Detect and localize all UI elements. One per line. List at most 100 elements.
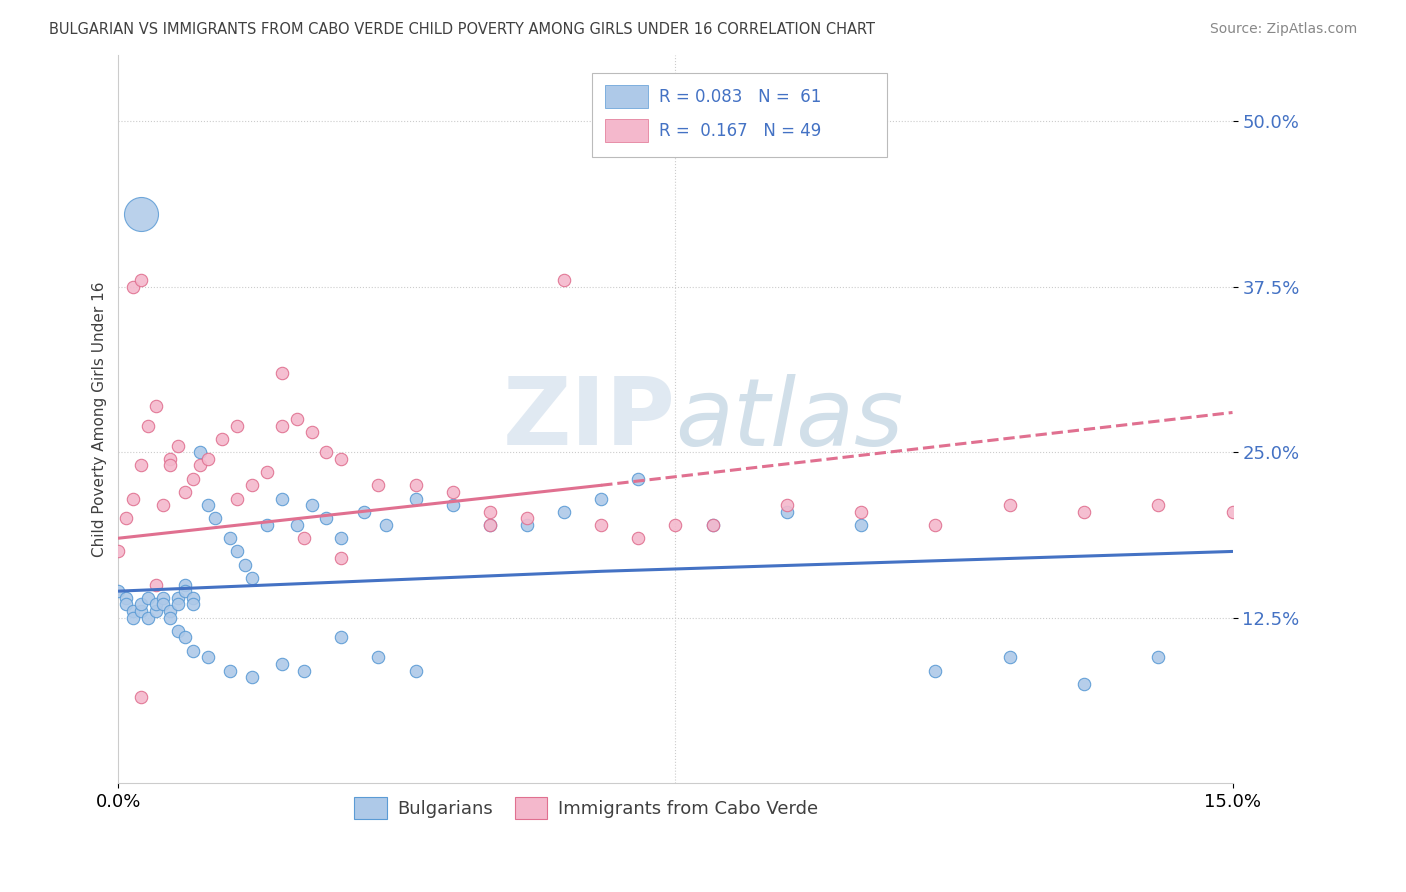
Point — [441, 484, 464, 499]
Point — [197, 451, 219, 466]
Point — [159, 451, 181, 466]
Point — [174, 577, 197, 591]
Point — [240, 670, 263, 684]
Point — [152, 498, 174, 512]
Point — [218, 531, 240, 545]
Point — [233, 558, 256, 572]
Text: ZIP: ZIP — [502, 373, 675, 465]
Point — [315, 445, 337, 459]
Point — [998, 498, 1021, 512]
Point — [1147, 650, 1170, 665]
Point — [145, 577, 167, 591]
Point — [181, 472, 204, 486]
Y-axis label: Child Poverty Among Girls Under 16: Child Poverty Among Girls Under 16 — [93, 281, 107, 557]
Text: R =  0.167   N = 49: R = 0.167 N = 49 — [659, 122, 821, 140]
Point — [1222, 505, 1244, 519]
Point — [129, 207, 152, 221]
FancyBboxPatch shape — [606, 85, 648, 108]
Point — [129, 690, 152, 704]
Point — [285, 518, 308, 533]
Point — [152, 591, 174, 605]
Point — [188, 445, 211, 459]
Point — [256, 518, 278, 533]
Point — [478, 505, 501, 519]
Point — [256, 465, 278, 479]
Point — [159, 610, 181, 624]
Point — [115, 591, 138, 605]
Point — [129, 598, 152, 612]
Point — [301, 425, 323, 440]
Point — [1073, 505, 1095, 519]
Text: BULGARIAN VS IMMIGRANTS FROM CABO VERDE CHILD POVERTY AMONG GIRLS UNDER 16 CORRE: BULGARIAN VS IMMIGRANTS FROM CABO VERDE … — [49, 22, 875, 37]
Point — [292, 664, 315, 678]
Point — [998, 650, 1021, 665]
Point — [107, 544, 129, 558]
Point — [152, 598, 174, 612]
Point — [285, 412, 308, 426]
Point — [188, 458, 211, 473]
Point — [166, 624, 188, 638]
Point — [174, 584, 197, 599]
Point — [211, 432, 233, 446]
Point — [516, 518, 538, 533]
Point — [166, 598, 188, 612]
Point — [315, 511, 337, 525]
Point — [516, 511, 538, 525]
Text: atlas: atlas — [675, 374, 904, 465]
Point — [136, 591, 159, 605]
Point — [367, 650, 389, 665]
Point — [776, 505, 799, 519]
Point — [107, 584, 129, 599]
Point — [591, 518, 613, 533]
Point — [129, 458, 152, 473]
Point — [330, 551, 353, 566]
Point — [553, 505, 575, 519]
Point — [353, 505, 375, 519]
Point — [197, 650, 219, 665]
Point — [776, 498, 799, 512]
Point — [181, 598, 204, 612]
Point — [136, 610, 159, 624]
Point — [197, 498, 219, 512]
Point — [270, 657, 292, 671]
Point — [145, 604, 167, 618]
Point — [924, 664, 946, 678]
Point — [478, 518, 501, 533]
FancyBboxPatch shape — [592, 73, 887, 157]
Point — [159, 458, 181, 473]
FancyBboxPatch shape — [606, 120, 648, 143]
Point — [270, 491, 292, 506]
Point — [627, 531, 650, 545]
Point — [330, 451, 353, 466]
Point — [270, 418, 292, 433]
Point — [374, 518, 396, 533]
Text: Source: ZipAtlas.com: Source: ZipAtlas.com — [1209, 22, 1357, 37]
Point — [330, 531, 353, 545]
Point — [181, 591, 204, 605]
Point — [405, 478, 427, 492]
Point — [226, 544, 249, 558]
Point — [1147, 498, 1170, 512]
Point — [174, 484, 197, 499]
Point — [122, 279, 145, 293]
Point — [159, 604, 181, 618]
Legend: Bulgarians, Immigrants from Cabo Verde: Bulgarians, Immigrants from Cabo Verde — [347, 790, 825, 826]
Point — [240, 571, 263, 585]
Point — [478, 518, 501, 533]
Point — [405, 664, 427, 678]
Point — [122, 610, 145, 624]
Point — [702, 518, 724, 533]
Point — [1073, 677, 1095, 691]
Point — [553, 273, 575, 287]
Point — [226, 418, 249, 433]
Point — [129, 273, 152, 287]
Point — [166, 439, 188, 453]
Point — [122, 491, 145, 506]
Point — [664, 518, 686, 533]
Point — [136, 418, 159, 433]
Point — [441, 498, 464, 512]
Point — [218, 664, 240, 678]
Point — [115, 511, 138, 525]
Point — [301, 498, 323, 512]
Point — [849, 505, 872, 519]
